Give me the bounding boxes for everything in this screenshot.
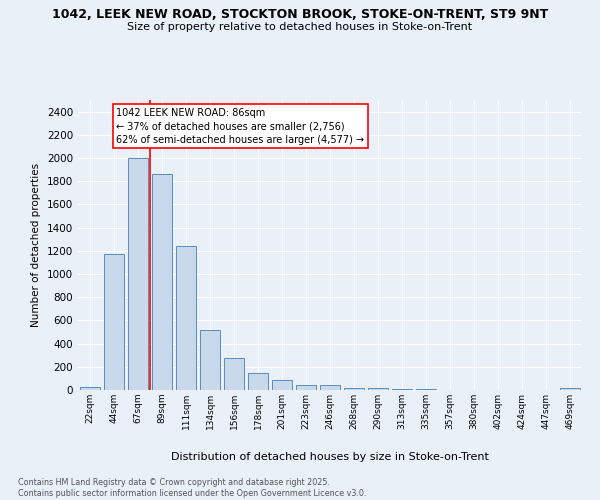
Bar: [272, 380, 292, 390]
Bar: [560, 388, 580, 390]
Bar: [128, 158, 148, 390]
Text: Contains HM Land Registry data © Crown copyright and database right 2025.
Contai: Contains HM Land Registry data © Crown c…: [18, 478, 367, 498]
Bar: [320, 386, 340, 390]
Bar: [296, 385, 316, 390]
Text: 1042 LEEK NEW ROAD: 86sqm
← 37% of detached houses are smaller (2,756)
62% of se: 1042 LEEK NEW ROAD: 86sqm ← 37% of detac…: [116, 108, 365, 144]
Bar: [104, 254, 124, 390]
Bar: [80, 387, 100, 390]
Text: Size of property relative to detached houses in Stoke-on-Trent: Size of property relative to detached ho…: [127, 22, 473, 32]
Bar: [200, 330, 220, 390]
Text: 1042, LEEK NEW ROAD, STOCKTON BROOK, STOKE-ON-TRENT, ST9 9NT: 1042, LEEK NEW ROAD, STOCKTON BROOK, STO…: [52, 8, 548, 20]
Bar: [368, 388, 388, 390]
Bar: [392, 389, 412, 390]
Bar: [344, 388, 364, 390]
Bar: [176, 246, 196, 390]
Bar: [224, 358, 244, 390]
Y-axis label: Number of detached properties: Number of detached properties: [31, 163, 41, 327]
Bar: [248, 372, 268, 390]
Text: Distribution of detached houses by size in Stoke-on-Trent: Distribution of detached houses by size …: [171, 452, 489, 462]
Bar: [152, 174, 172, 390]
